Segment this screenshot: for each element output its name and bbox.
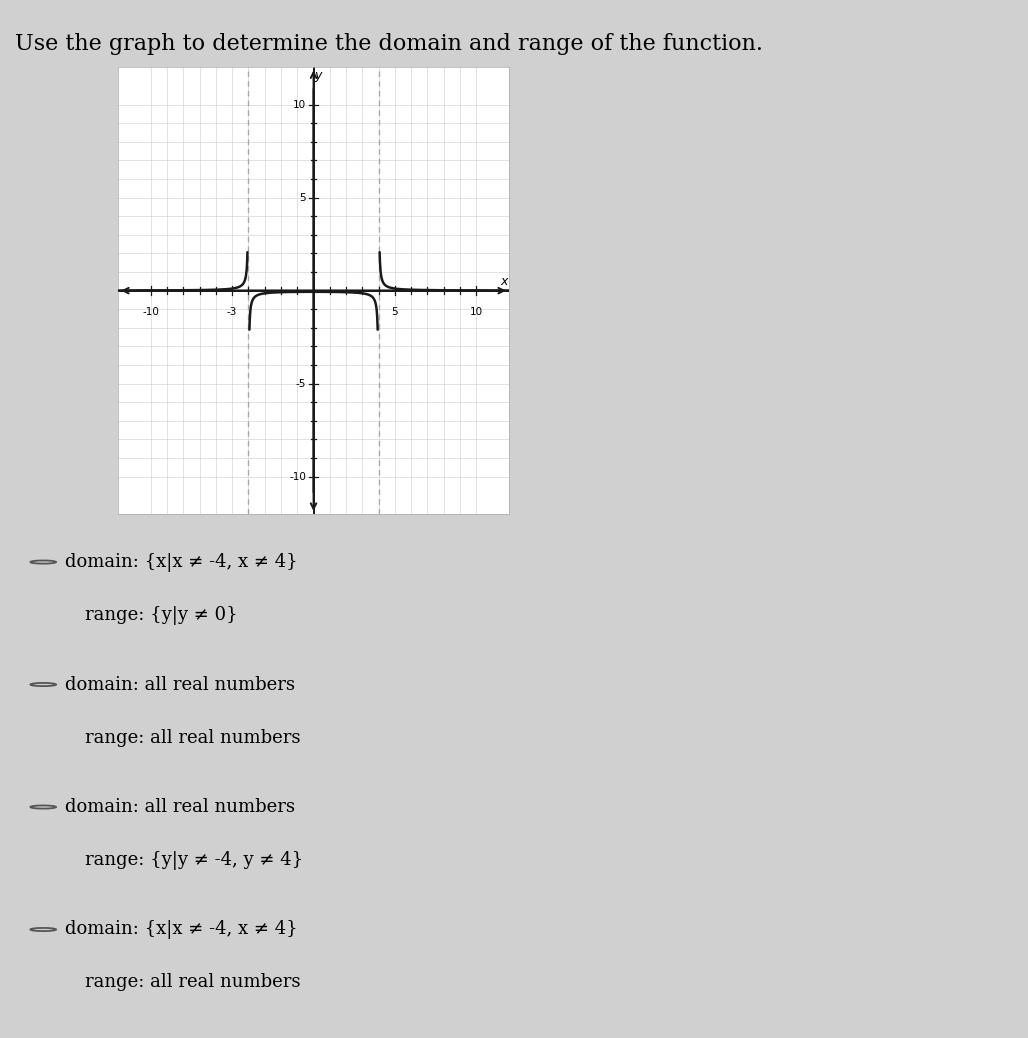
Text: range: {y|y ≠ -4, y ≠ 4}: range: {y|y ≠ -4, y ≠ 4} [84, 850, 303, 870]
Text: y: y [315, 70, 322, 82]
Text: Use the graph to determine the domain and range of the function.: Use the graph to determine the domain an… [15, 33, 764, 55]
Text: 10: 10 [470, 307, 483, 318]
Text: range: all real numbers: range: all real numbers [84, 974, 300, 991]
Text: -3: -3 [227, 307, 237, 318]
Text: 5: 5 [299, 193, 306, 202]
Text: x: x [501, 275, 508, 288]
Text: domain: {x|x ≠ -4, x ≠ 4}: domain: {x|x ≠ -4, x ≠ 4} [65, 552, 297, 572]
Text: domain: {x|x ≠ -4, x ≠ 4}: domain: {x|x ≠ -4, x ≠ 4} [65, 920, 297, 939]
Text: domain: all real numbers: domain: all real numbers [65, 676, 295, 693]
Text: 5: 5 [392, 307, 398, 318]
Text: range: all real numbers: range: all real numbers [84, 729, 300, 746]
Text: 10: 10 [293, 100, 306, 110]
Text: -5: -5 [296, 379, 306, 388]
Text: -10: -10 [289, 471, 306, 482]
Text: -10: -10 [142, 307, 159, 318]
Text: range: {y|y ≠ 0}: range: {y|y ≠ 0} [84, 605, 237, 625]
Text: domain: all real numbers: domain: all real numbers [65, 798, 295, 816]
